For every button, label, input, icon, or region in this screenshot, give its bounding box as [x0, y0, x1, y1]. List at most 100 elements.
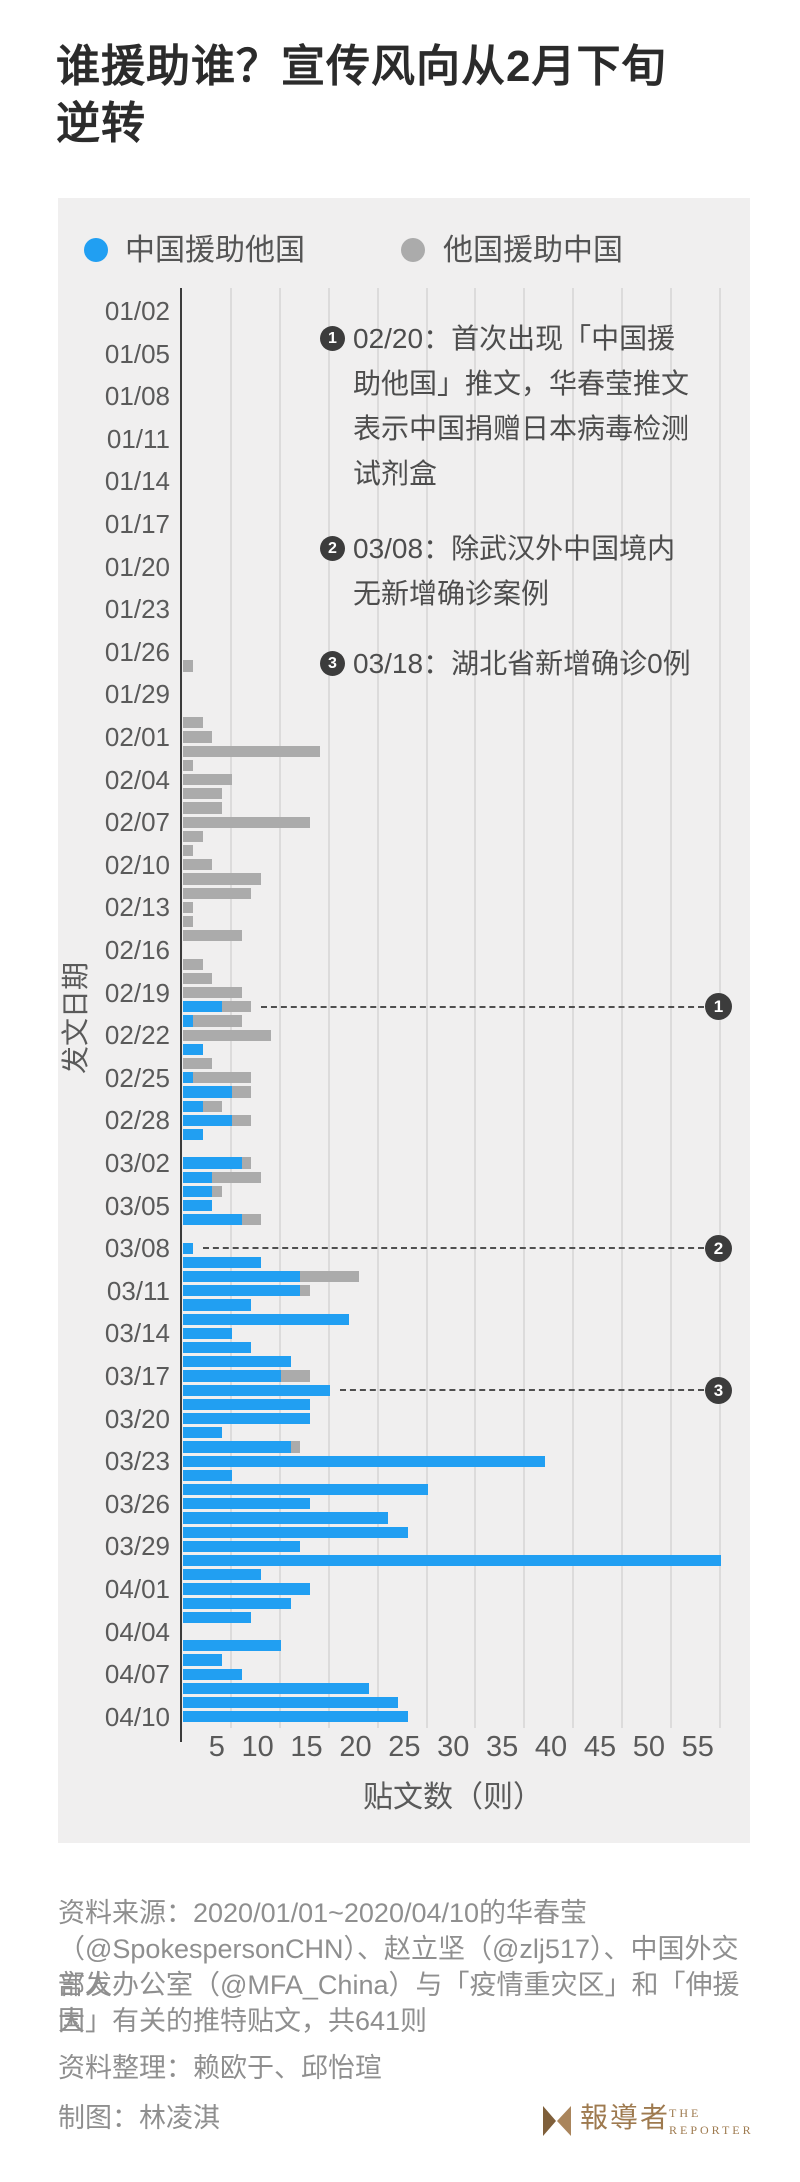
legend-label-others-aid: 他国援助中国 [443, 234, 623, 267]
bar-segment-others-aid [202, 1100, 223, 1112]
bar-segment-china-aid [183, 1086, 232, 1098]
bar-segment-china-aid [183, 1384, 330, 1396]
bar-segment-others-aid [183, 972, 213, 985]
bar-segment-china-aid [183, 1001, 223, 1013]
annotation-number-3: 3 [320, 651, 345, 676]
bar-segment-others-aid [192, 1015, 242, 1027]
bar-segment-others-aid [300, 1285, 311, 1297]
bar-segment-china-aid [183, 1654, 223, 1666]
y-tick-label: 02/25 [104, 1062, 170, 1093]
y-tick-label: 01/29 [104, 679, 170, 710]
annotation-text-1: 02/20：首次出现「中国援 助他国」推文，华春莹推文 表示中国捐赠日本病毒检测… [353, 323, 690, 489]
annotation-text-2: 03/08：除武汉外中国境内 无新增确诊案例 [353, 533, 676, 609]
bar-segment-china-aid [183, 1128, 203, 1141]
bar-segment-china-aid [183, 1540, 301, 1553]
bar-segment-china-aid [183, 1370, 281, 1382]
gridline [425, 288, 428, 1728]
y-tick-label: 02/04 [104, 764, 170, 795]
y-tick-label: 04/01 [104, 1574, 170, 1604]
event-dash-line [261, 1005, 704, 1008]
bar-segment-others-aid [192, 1072, 252, 1084]
bar-segment-others-aid [222, 1001, 252, 1013]
y-tick-label: 03/29 [104, 1531, 170, 1562]
y-tick-label: 02/01 [104, 722, 170, 752]
bar-segment-china-aid [183, 1512, 389, 1524]
y-tick-label: 03/20 [104, 1403, 170, 1434]
bar-segment-china-aid [183, 1526, 408, 1538]
y-tick-label: 01/17 [104, 509, 170, 539]
chart-title: 谁援助谁？宣传风向从2月下旬 逆转 [56, 38, 736, 152]
y-tick-label: 02/10 [104, 849, 170, 880]
y-tick-label: 04/10 [104, 1701, 170, 1732]
bar-segment-china-aid [183, 1412, 311, 1425]
y-tick-label: 04/04 [104, 1616, 170, 1647]
bar-segment-others-aid [183, 802, 223, 814]
x-tick-label: 15 [290, 1731, 323, 1763]
bar-segment-others-aid [231, 1114, 252, 1127]
bar-segment-china-aid [183, 1299, 252, 1311]
bar-segment-others-aid [183, 830, 203, 843]
bar-segment-china-aid [183, 1597, 291, 1609]
bar-segment-others-aid [280, 1370, 311, 1382]
bar-segment-others-aid [183, 859, 213, 871]
bar-segment-china-aid [183, 1611, 252, 1624]
annotation-number-1: 1 [320, 326, 345, 351]
gridline [327, 288, 330, 1728]
bar-segment-others-aid [290, 1441, 301, 1453]
y-tick-label: 01/26 [104, 636, 170, 667]
y-tick-label: 03/23 [104, 1446, 170, 1477]
bar-segment-china-aid [183, 1285, 301, 1297]
bar-segment-china-aid [183, 1668, 242, 1680]
y-tick-label: 02/22 [104, 1020, 170, 1051]
gridline [523, 288, 526, 1728]
source-note-line: 资料来源：2020/01/01~2020/04/10的华春莹 [58, 1898, 588, 1928]
event-marker-2: 2 [705, 1234, 732, 1262]
y-tick-label: 03/26 [104, 1488, 170, 1519]
bar-segment-china-aid [183, 1455, 545, 1467]
bar-segment-china-aid [183, 1185, 213, 1198]
bar-segment-china-aid [183, 1043, 203, 1056]
bar-segment-china-aid [183, 1498, 311, 1510]
bar-segment-others-aid [183, 958, 203, 970]
bar-segment-china-aid [183, 1072, 193, 1084]
bar-segment-china-aid [183, 1114, 232, 1127]
y-tick-label: 03/08 [104, 1233, 170, 1264]
bar-segment-china-aid [183, 1256, 262, 1269]
bar-segment-others-aid [183, 930, 242, 942]
bar-segment-others-aid [183, 873, 262, 885]
bar-segment-china-aid [183, 1157, 242, 1169]
bar-segment-others-aid [300, 1270, 360, 1283]
bar-segment-china-aid [183, 1696, 399, 1709]
bar-segment-others-aid [183, 745, 320, 757]
x-tick-label: 50 [632, 1731, 665, 1763]
bar-segment-others-aid [183, 887, 252, 899]
title-line1: 谁援助谁？宣传风向从2月下旬 [56, 42, 667, 91]
bar-segment-others-aid [183, 717, 203, 729]
gridline [572, 288, 575, 1728]
bar-segment-china-aid [183, 1199, 213, 1212]
logo-left-triangle-icon [543, 2106, 556, 2136]
event-dash-line [339, 1389, 704, 1392]
y-tick-label: 03/17 [104, 1361, 170, 1391]
bar-segment-others-aid [183, 1029, 272, 1041]
gridline [621, 288, 624, 1728]
bar-segment-china-aid [183, 1171, 213, 1183]
y-tick-label: 01/05 [104, 338, 170, 369]
bar-segment-china-aid [183, 1015, 193, 1027]
bar-segment-others-aid [183, 901, 193, 914]
source-note-line: 言人办公室（@MFA_China）与「疫情重灾区」和「伸援大 [58, 1970, 740, 2036]
y-tick-label: 02/19 [104, 977, 170, 1008]
reporter-logo-zh: 報導者 [580, 2103, 671, 2134]
bar-segment-others-aid [183, 773, 232, 786]
bar-segment-china-aid [183, 1100, 203, 1112]
x-axis-title: 贴文数（则） [363, 1781, 543, 1814]
bar-segment-others-aid [183, 1057, 213, 1070]
x-tick-label: 45 [583, 1731, 617, 1763]
gridline [278, 288, 281, 1728]
event-marker-3: 3 [705, 1376, 732, 1404]
annotation-number-2: 2 [320, 536, 345, 561]
bar-segment-others-aid [183, 731, 213, 743]
gridline [376, 288, 379, 1728]
annotation-text-3: 03/18：湖北省新增确诊0例 [353, 648, 691, 679]
y-tick-label: 01/14 [104, 466, 170, 497]
